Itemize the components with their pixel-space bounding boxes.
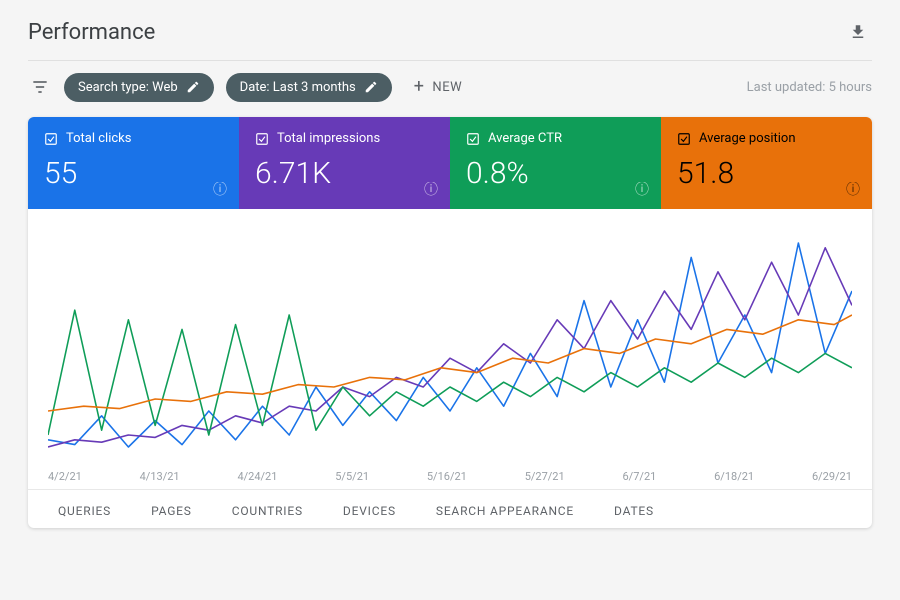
plus-icon: + xyxy=(414,78,425,96)
tab-devices[interactable]: DEVICES xyxy=(343,504,396,528)
date-chip-label: Date: Last 3 months xyxy=(240,80,356,95)
filter-icon[interactable] xyxy=(28,75,52,99)
x-tick-label: 4/24/21 xyxy=(237,470,277,483)
add-filter-label: NEW xyxy=(432,80,462,95)
metric-card-2[interactable]: Average CTR 0.8%ⓘ xyxy=(450,117,661,209)
add-filter-button[interactable]: + NEW xyxy=(404,71,472,103)
metric-card-0[interactable]: Total clicks 55ⓘ xyxy=(28,117,239,209)
tab-pages[interactable]: PAGES xyxy=(151,504,192,528)
metrics-row: Total clicks55ⓘTotal impressions6.71KⓘAv… xyxy=(28,117,872,209)
metric-value: 55 xyxy=(44,156,223,191)
tab-search-appearance[interactable]: SEARCH APPEARANCE xyxy=(436,504,574,528)
series-ctr xyxy=(48,310,852,435)
metric-label: Total clicks xyxy=(66,131,131,146)
search-type-chip[interactable]: Search type: Web xyxy=(64,73,214,102)
last-updated-text: Last updated: 5 hours xyxy=(747,80,872,95)
x-tick-label: 5/27/21 xyxy=(525,470,565,483)
x-tick-label: 4/13/21 xyxy=(140,470,180,483)
x-tick-label: 6/7/21 xyxy=(623,470,657,483)
x-tick-label: 6/29/21 xyxy=(812,470,852,483)
metric-card-1[interactable]: Total impressions 6.71Kⓘ xyxy=(239,117,450,209)
line-chart xyxy=(48,219,852,459)
metric-label: Average position xyxy=(699,131,796,146)
edit-icon xyxy=(186,80,200,94)
tabs-row: QUERIES PAGES COUNTRIES DEVICES SEARCH APPEA… xyxy=(28,489,872,528)
metric-card-3[interactable]: Average position 51.8ⓘ xyxy=(661,117,872,209)
x-tick-label: 6/18/21 xyxy=(714,470,754,483)
metric-label: Total impressions xyxy=(277,131,380,146)
x-tick-label: 4/2/21 xyxy=(48,470,82,483)
tab-queries[interactable]: QUERIES xyxy=(58,504,111,528)
x-tick-label: 5/16/21 xyxy=(427,470,467,483)
checkbox-checked-icon xyxy=(255,132,269,146)
help-icon[interactable]: ⓘ xyxy=(424,179,438,199)
help-icon[interactable]: ⓘ xyxy=(635,179,649,199)
chart-area: 4/2/21 4/13/21 4/24/21 5/5/21 5/16/21 5/27/21… xyxy=(28,209,872,489)
x-tick-label: 5/5/21 xyxy=(335,470,369,483)
help-icon[interactable]: ⓘ xyxy=(213,179,227,199)
download-icon xyxy=(849,23,867,41)
checkbox-checked-icon xyxy=(466,132,480,146)
metric-value: 6.71K xyxy=(255,156,434,191)
checkbox-checked-icon xyxy=(44,132,58,146)
tab-countries[interactable]: COUNTRIES xyxy=(232,504,303,528)
x-axis-labels: 4/2/21 4/13/21 4/24/21 5/5/21 5/16/21 5/27/21… xyxy=(48,470,852,483)
series-impressions xyxy=(48,248,852,447)
checkbox-checked-icon xyxy=(677,132,691,146)
metric-value: 0.8% xyxy=(466,156,645,191)
metric-value: 51.8 xyxy=(677,156,856,191)
export-button[interactable] xyxy=(844,18,872,46)
series-clicks xyxy=(48,243,852,447)
search-type-chip-label: Search type: Web xyxy=(78,80,178,95)
date-chip[interactable]: Date: Last 3 months xyxy=(226,73,392,102)
page-title: Performance xyxy=(28,20,155,45)
help-icon[interactable]: ⓘ xyxy=(846,179,860,199)
metric-label: Average CTR xyxy=(488,131,562,146)
performance-card: Total clicks55ⓘTotal impressions6.71KⓘAv… xyxy=(28,117,872,528)
edit-icon xyxy=(364,80,378,94)
series-position xyxy=(48,315,852,411)
tab-dates[interactable]: DATES xyxy=(614,504,654,528)
